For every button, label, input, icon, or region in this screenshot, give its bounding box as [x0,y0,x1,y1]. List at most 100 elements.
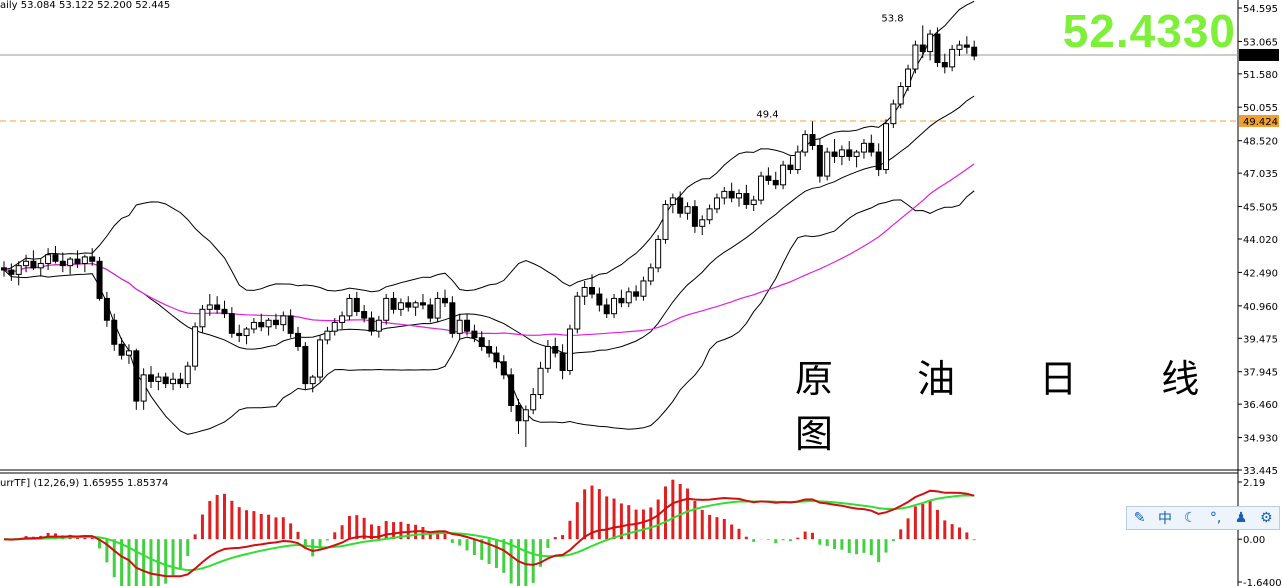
y-tick-label: 33.445 [1243,466,1278,477]
candle [243,326,250,345]
candle [74,250,81,268]
candle-body [302,345,309,385]
candle [324,326,331,345]
candle-body [258,321,265,328]
candle-body [221,308,228,315]
candle-body [611,297,618,315]
candle-body [831,151,838,157]
chinese-input-icon[interactable]: 中 [1157,511,1172,527]
candle-body [427,304,434,319]
y-tick-label: 53.065 [1243,37,1278,48]
candle [831,138,838,163]
candle-body [434,297,441,319]
candle-body [934,33,941,64]
y-tick-label: 48.520 [1243,137,1278,148]
candle-body [493,352,500,363]
candle-body [331,321,338,332]
candle [434,291,441,323]
candle [30,250,37,271]
candle [574,291,581,334]
candle [280,311,287,332]
candle-body [772,179,779,186]
candle-body [868,142,875,153]
user-icon[interactable]: ♟ [1234,510,1248,526]
candle-body [515,404,522,422]
candle [397,298,404,316]
candle [758,171,765,205]
candle-body [206,304,213,310]
macd-y-tick-label: 0.00 [1243,535,1265,546]
candle-body [574,295,581,330]
candle-body [728,190,735,199]
candle [339,311,346,329]
moving-average-line [3,163,975,336]
candle [743,184,750,209]
candle-body [471,330,478,339]
candle [295,326,301,351]
candle [934,27,941,67]
y-tick-label: 44.020 [1243,235,1278,246]
level-label: 49.424 [1243,117,1278,128]
price-annotation: 49.4 [756,109,778,120]
candle [375,315,382,338]
candle-body [81,256,88,264]
candle [655,235,662,273]
edit-icon[interactable]: ✎ [1133,510,1146,526]
candle [846,141,853,161]
candle-body [758,175,765,201]
candle-body [860,142,867,153]
candle [405,296,412,312]
candle [566,324,573,375]
candle-body [566,328,573,372]
macd-y-tick-label: 2.19 [1243,478,1265,489]
candle-body [949,48,956,68]
chart-title: 原 油 日 线 图 [795,357,1236,456]
y-tick-label: 54.595 [1243,4,1278,15]
candle [853,149,860,168]
candle [140,368,147,410]
macd-info: urrTF] (12,26,9) 1.65955 1.85374 [0,478,169,489]
candle [883,119,889,174]
candle [544,339,551,373]
candle [890,99,897,129]
candle-body [339,315,346,323]
candle [860,138,867,159]
candle-body [148,374,154,382]
candle-body [361,311,368,319]
candle-body [816,145,823,177]
punctuation-icon[interactable]: °, [1209,510,1222,526]
current-price-label: 52.445 [1243,51,1278,62]
candle-body [442,297,448,304]
candle [721,187,728,205]
gear-icon[interactable]: ⚙ [1260,510,1273,526]
candle [59,252,66,273]
y-tick-label: 37.945 [1243,368,1278,379]
candle-body [23,260,30,267]
candle-body [184,365,191,385]
candle-body [346,297,353,317]
candle-body [419,302,426,306]
candle-body [883,123,889,171]
candle-body [721,190,728,199]
candle [353,291,360,316]
candle-body [1,267,7,271]
candle-body [103,297,110,321]
candle-body [324,330,331,341]
candle [184,361,191,388]
candle-body [794,151,801,171]
moon-icon[interactable]: ☾ [1184,510,1197,526]
candle [67,256,74,275]
candle [589,274,595,299]
candle [96,256,103,301]
candle-body [170,378,177,385]
candle [662,200,669,244]
candle [199,304,206,334]
candle [647,263,654,286]
candle [897,82,904,109]
candle-body [317,339,324,378]
candle-body [625,291,632,304]
candle [486,339,493,358]
candle-body [655,238,662,269]
y-tick-label: 34.930 [1243,434,1278,445]
candle [118,337,125,360]
